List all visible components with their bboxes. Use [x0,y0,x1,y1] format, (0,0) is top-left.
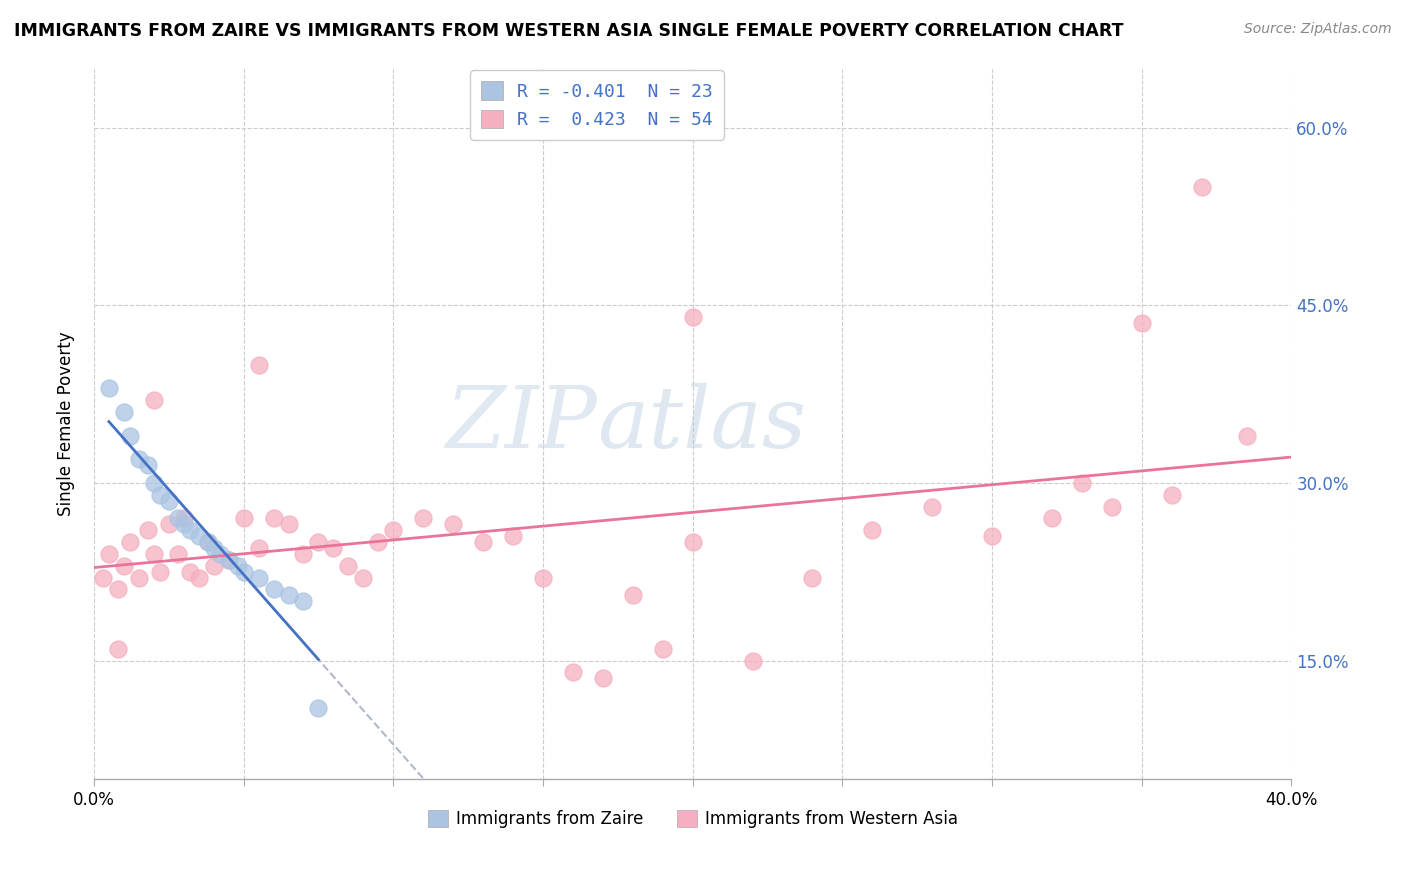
Point [157,493,180,508]
Point [382,523,405,537]
Point [107,582,129,597]
Point [197,535,219,549]
Point [202,558,225,573]
Point [277,517,299,532]
Point [173,511,195,525]
Point [472,535,495,549]
Point [292,594,315,608]
Point [97,547,120,561]
Text: ZIP: ZIP [446,383,598,465]
Point [166,511,188,525]
Point [367,535,389,549]
Point [142,475,165,490]
Point [263,511,285,525]
Point [247,571,270,585]
Point [232,511,254,525]
Point [128,571,150,585]
Point [218,553,240,567]
Point [801,571,824,585]
Y-axis label: Single Female Poverty: Single Female Poverty [58,332,75,516]
Point [1070,475,1092,490]
Point [531,571,554,585]
Point [142,547,165,561]
Point [179,523,201,537]
Text: atlas: atlas [598,383,806,465]
Point [149,565,172,579]
Point [118,428,141,442]
Point [136,458,159,472]
Point [1130,316,1153,330]
Point [292,547,315,561]
Point [187,571,209,585]
Point [142,392,165,407]
Point [860,523,883,537]
Point [621,588,644,602]
Point [561,665,583,680]
Point [202,541,225,555]
Point [187,529,209,543]
Point [651,641,673,656]
Point [308,535,330,549]
Point [308,701,330,715]
Point [107,641,129,656]
Point [1040,511,1063,525]
Point [921,500,943,514]
Point [1160,488,1182,502]
Point [136,523,159,537]
Point [197,535,219,549]
Text: Source: ZipAtlas.com: Source: ZipAtlas.com [1244,22,1392,37]
Point [592,671,614,685]
Point [128,452,150,467]
Point [118,535,141,549]
Point [91,571,114,585]
Point [682,310,704,325]
Text: IMMIGRANTS FROM ZAIRE VS IMMIGRANTS FROM WESTERN ASIA SINGLE FEMALE POVERTY CORR: IMMIGRANTS FROM ZAIRE VS IMMIGRANTS FROM… [14,22,1123,40]
Point [226,558,249,573]
Point [337,558,360,573]
Point [218,553,240,567]
Point [1191,180,1213,194]
Point [322,541,344,555]
Point [173,517,195,532]
Point [741,653,763,667]
Point [352,571,374,585]
Point [179,565,201,579]
Point [981,529,1004,543]
Point [1101,500,1123,514]
Point [232,565,254,579]
Point [112,558,135,573]
Point [502,529,524,543]
Point [97,381,120,395]
Point [247,358,270,372]
Point [441,517,464,532]
Point [277,588,299,602]
Point [247,541,270,555]
Point [682,535,704,549]
Point [157,517,180,532]
Point [208,547,231,561]
Point [263,582,285,597]
Legend: Immigrants from Zaire, Immigrants from Western Asia: Immigrants from Zaire, Immigrants from W… [420,803,965,835]
Point [412,511,434,525]
Point [112,405,135,419]
Point [149,488,172,502]
Point [166,547,188,561]
Point [1236,428,1258,442]
